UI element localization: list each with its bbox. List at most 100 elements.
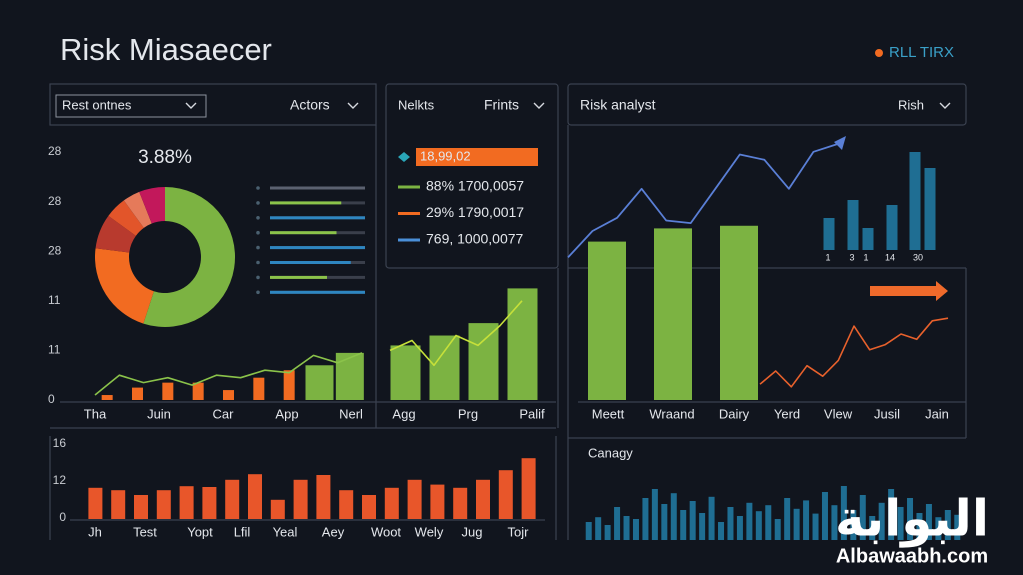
bar [585,522,592,540]
mini-bar [909,152,921,250]
x-tick-label: Jain [925,406,949,421]
share-label: 3.88% [138,147,192,168]
y-tick-label: 0 [59,510,66,524]
bar [88,487,103,519]
bar [498,470,513,519]
chevron[interactable] [347,102,359,109]
bar [897,507,904,540]
meter [270,290,365,294]
bar [156,490,171,519]
line [567,143,839,259]
bar [689,501,696,540]
bar [339,490,354,519]
mini-bar [862,228,874,250]
filter[interactable]: Rest ontnes [62,97,132,112]
pie-slice [95,215,136,253]
bar [283,370,295,400]
bar [111,490,126,519]
x-tick-label: Test [133,524,157,539]
bar [134,495,148,519]
meter-icon [256,230,260,235]
bar [468,323,499,400]
bar [878,502,885,540]
badge-dot [875,49,883,57]
filter-box[interactable] [55,94,207,118]
x-tick-label: 14 [885,252,895,262]
bar [407,479,422,519]
bar [248,474,262,519]
arrow [870,281,948,301]
y-tick-label: 12 [53,473,67,487]
mini-bar [823,218,835,250]
x-tick-label: Agg [392,406,415,421]
panel-title: Canagy [588,445,633,460]
page-title: Risk Miasaecer [60,32,272,67]
bar [642,498,649,540]
y-tick-label: 28 [48,243,62,257]
x-tick-label: 3 [849,252,854,262]
mini-bar [886,205,898,250]
x-tick-label: 1 [863,252,868,262]
menu[interactable]: Rish [898,97,924,112]
watermark-site: Albawaabh.com [836,545,988,567]
markets-panel [385,83,559,269]
bar [132,387,143,400]
line [94,352,363,396]
x-tick-label: Vlew [824,406,853,421]
bar [305,365,334,400]
chevron[interactable] [939,102,951,109]
y-tick-label: 28 [48,194,62,208]
risk-header [567,83,967,126]
x-tick-label: Palif [519,406,545,421]
bar [179,486,194,519]
badge[interactable]: RLL TIRX [889,44,954,61]
chevron[interactable] [533,102,545,109]
bar [718,522,725,540]
bar [595,517,602,540]
bar [202,487,217,519]
bar [821,492,828,540]
bar [765,505,772,540]
menu[interactable]: Frints [484,97,519,113]
bar [784,498,791,540]
highlight-box [416,148,538,166]
arrow-head [834,136,846,150]
bar [101,395,113,400]
meter-icon [256,216,260,220]
bar [429,335,460,400]
bar [803,500,810,540]
legend-label: 88% 1700,0057 [426,178,524,194]
x-tick-label: Jh [88,524,102,539]
pie-slice [143,187,236,327]
bar [812,513,819,540]
pie-slice [108,200,144,236]
bar [774,519,781,540]
bar [727,507,734,540]
y-tick-label: 0 [48,392,55,406]
marker [398,152,410,162]
chevron[interactable] [185,102,197,109]
x-tick-label: Wraand [649,406,694,421]
meter-icon [256,275,260,280]
bar [831,505,838,540]
x-tick-label: App [275,406,298,421]
bar [680,510,687,540]
bar [954,514,961,540]
y-tick-label: 16 [53,436,67,450]
meter-icon [256,201,260,205]
bar [840,486,847,540]
bar [746,502,753,540]
bar [192,382,204,400]
meter [270,216,365,220]
x-tick-label: Car [213,406,235,421]
menu[interactable]: Actors [290,97,330,113]
meter [270,275,327,279]
bar [588,241,626,400]
bar [736,516,743,540]
meter-icon [256,260,260,265]
x-tick-label: 30 [913,252,923,262]
bar [270,499,285,519]
x-tick-label: Yerd [774,406,800,421]
bar [476,479,490,519]
meter [270,246,365,250]
